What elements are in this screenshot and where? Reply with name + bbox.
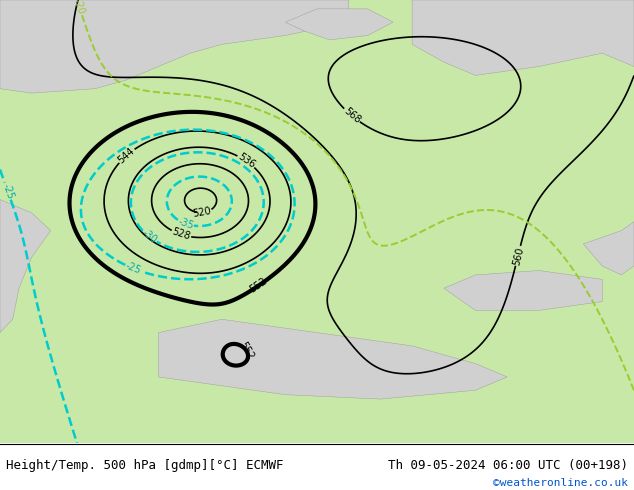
Text: -35: -35 <box>177 217 195 231</box>
Text: Th 09-05-2024 06:00 UTC (00+198): Th 09-05-2024 06:00 UTC (00+198) <box>387 459 628 472</box>
Text: -25: -25 <box>124 261 143 276</box>
Text: 552: 552 <box>248 276 269 295</box>
Text: -30: -30 <box>140 228 158 245</box>
Text: -25: -25 <box>0 182 15 200</box>
Polygon shape <box>444 270 602 311</box>
Polygon shape <box>158 319 507 399</box>
Text: Height/Temp. 500 hPa [gdmp][°C] ECMWF: Height/Temp. 500 hPa [gdmp][°C] ECMWF <box>6 459 284 472</box>
Text: 520: 520 <box>191 206 212 219</box>
Text: 536: 536 <box>236 152 257 171</box>
Text: 568: 568 <box>341 106 362 125</box>
Polygon shape <box>0 199 51 333</box>
Text: -20: -20 <box>72 0 86 16</box>
Polygon shape <box>0 0 349 93</box>
Text: 544: 544 <box>116 146 137 166</box>
Text: 560: 560 <box>511 245 525 266</box>
Text: 552: 552 <box>237 340 256 361</box>
Polygon shape <box>583 221 634 275</box>
Text: 528: 528 <box>171 227 191 242</box>
Polygon shape <box>412 0 634 75</box>
Polygon shape <box>285 9 393 40</box>
Text: ©weatheronline.co.uk: ©weatheronline.co.uk <box>493 478 628 488</box>
